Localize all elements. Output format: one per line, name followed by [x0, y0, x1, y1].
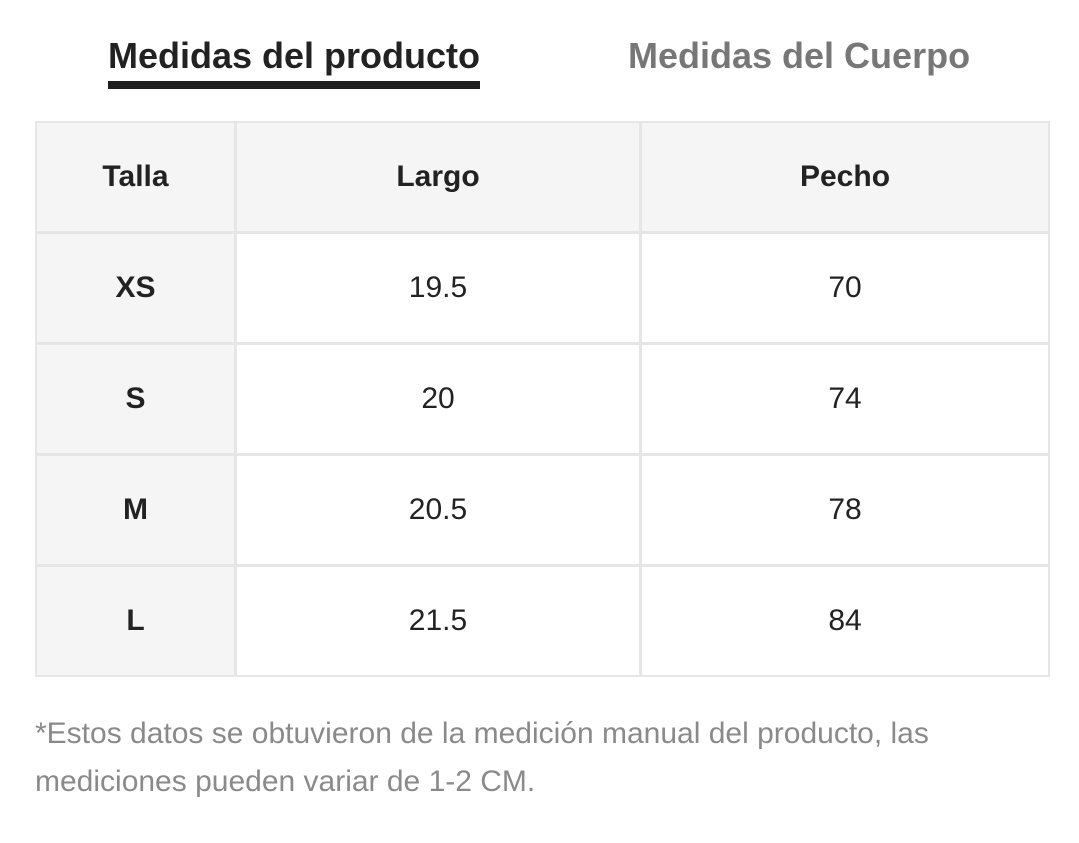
length-cell: 20 [237, 345, 642, 456]
column-header-chest: Pecho [642, 123, 1048, 234]
tab-body-measurements[interactable]: Medidas del Cuerpo [628, 34, 970, 78]
table-row: XS 19.5 70 [37, 234, 1048, 345]
size-cell: M [37, 456, 237, 567]
length-cell: 21.5 [237, 567, 642, 675]
tab-product-measurements-label: Medidas del producto [108, 35, 481, 76]
chest-cell: 74 [642, 345, 1048, 456]
length-cell: 20.5 [237, 456, 642, 567]
chest-cell: 78 [642, 456, 1048, 567]
size-table: Talla Largo Pecho XS 19.5 70 S 20 74 M 2… [35, 121, 1050, 677]
size-cell: S [37, 345, 237, 456]
measurement-footnote: *Estos datos se obtuvieron de la medició… [35, 717, 929, 798]
chest-cell: 84 [642, 567, 1048, 675]
size-cell: L [37, 567, 237, 675]
chest-cell: 70 [642, 234, 1048, 345]
table-row: S 20 74 [37, 345, 1048, 456]
size-cell: XS [37, 234, 237, 345]
table-row: M 20.5 78 [37, 456, 1048, 567]
column-header-length: Largo [237, 123, 642, 234]
tab-product-measurements[interactable]: Medidas del producto [108, 34, 481, 89]
length-cell: 19.5 [237, 234, 642, 345]
column-header-size: Talla [37, 123, 237, 234]
active-tab-underline [108, 81, 481, 89]
measurement-tabs: Medidas del producto Medidas del Cuerpo [0, 0, 1079, 100]
table-header-row: Talla Largo Pecho [37, 123, 1048, 234]
table-row: L 21.5 84 [37, 567, 1048, 675]
tab-body-measurements-label: Medidas del Cuerpo [628, 35, 971, 76]
